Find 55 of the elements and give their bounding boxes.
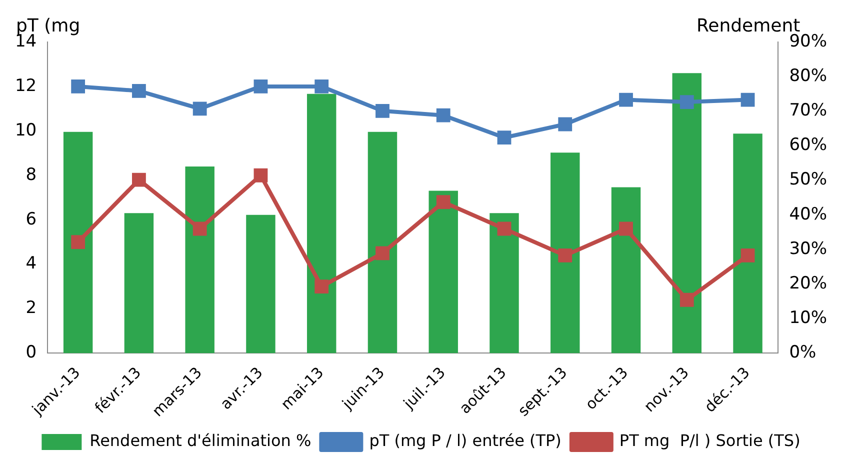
y-tick-label: 12 xyxy=(14,76,37,96)
y2-tick-label: 10% xyxy=(789,308,828,328)
point xyxy=(680,95,694,109)
y-tick-label: 8 xyxy=(26,164,37,185)
legend-label: PT mg P/l ) Sortie (TS) xyxy=(619,431,800,450)
y2-tick-label: 20% xyxy=(789,273,828,294)
point xyxy=(132,172,146,187)
point xyxy=(71,80,86,94)
point xyxy=(192,102,207,116)
bar xyxy=(611,187,641,354)
point xyxy=(254,80,268,94)
bar xyxy=(246,214,276,354)
point xyxy=(497,222,512,236)
bar xyxy=(306,94,336,354)
y2-tick-label: 40% xyxy=(789,204,828,224)
bar xyxy=(368,132,398,354)
legend-label: pT (mg P / l) entrée (TP) xyxy=(369,431,562,450)
bar xyxy=(124,213,154,354)
legend-label: Rendement d'élimination % xyxy=(90,431,312,450)
point xyxy=(436,195,450,210)
y2-tick-label: 80% xyxy=(789,66,828,86)
bar xyxy=(550,152,580,354)
bar xyxy=(185,166,214,354)
y2-tick-label: 30% xyxy=(789,238,828,259)
point xyxy=(619,92,633,107)
y-tick-label: 4 xyxy=(26,254,37,274)
y2-tick-label: 50% xyxy=(789,170,828,190)
bar xyxy=(490,213,519,354)
point xyxy=(376,246,390,260)
y-tick-label: 2 xyxy=(26,298,37,318)
bar xyxy=(672,73,702,354)
point xyxy=(132,84,146,98)
point xyxy=(619,222,633,236)
point xyxy=(314,280,329,294)
point xyxy=(497,130,512,145)
bar xyxy=(733,134,762,354)
point xyxy=(376,104,390,118)
y2-tick-label: 60% xyxy=(789,135,828,156)
bar xyxy=(63,132,93,354)
bar xyxy=(428,190,458,354)
point xyxy=(436,108,450,122)
point xyxy=(680,292,694,307)
point xyxy=(740,92,755,107)
point xyxy=(740,248,755,262)
y-tick-label: 6 xyxy=(26,209,37,230)
y2-tick-label: 70% xyxy=(789,100,828,121)
point xyxy=(558,117,572,132)
y-tick-label: 10 xyxy=(14,120,37,140)
y-tick-label: 0 xyxy=(26,342,37,363)
point xyxy=(192,222,207,236)
y2-tick-label: 0% xyxy=(789,342,816,363)
point xyxy=(314,80,329,94)
point xyxy=(254,168,268,182)
point xyxy=(71,235,86,250)
point xyxy=(558,248,572,262)
